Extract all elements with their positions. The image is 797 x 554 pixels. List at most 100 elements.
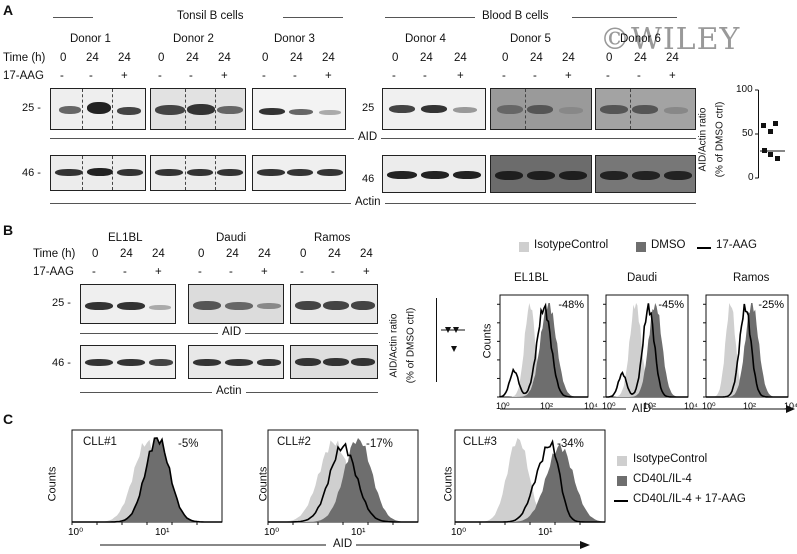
legend-cd40l-aag-swatch (614, 500, 628, 502)
b-drug-1-1: - (229, 266, 233, 278)
mw-46-a: 46 - (22, 167, 41, 179)
blot-actin-ramos (290, 345, 378, 379)
a-drug-2-1: - (293, 70, 297, 82)
hist-b-xtick-0-0: 10⁰ (496, 401, 510, 411)
dot-tick-100-a: 100 (736, 84, 753, 95)
b-drug-2-2: + (363, 266, 370, 278)
a-drug-3-2: + (457, 70, 464, 82)
a-drug-0-1: - (89, 70, 93, 82)
a-drug-2-2: + (325, 70, 332, 82)
blot-actin-donor-5 (490, 155, 592, 193)
time-row-label-b: Time (h) (33, 248, 76, 260)
hist-b-xtick-1-1: 10² (643, 401, 656, 411)
a-drug-3-1: - (423, 70, 427, 82)
hist-c-xtick-0-1: 10¹ (155, 527, 170, 538)
hist-b-xtick-0-2: 10⁴ (584, 401, 598, 411)
b-drug-0-1: - (123, 266, 127, 278)
hist-c-xtick-1-1: 10¹ (351, 527, 366, 538)
mw-46-b: 46 - (52, 357, 71, 369)
mw-25-a: 25 - (22, 102, 41, 114)
dot-plot-a (755, 89, 785, 179)
mw-25-b: 25 - (52, 297, 71, 309)
hist-title-daudi: Daudi (627, 272, 658, 284)
b-drug-1-2: + (261, 266, 268, 278)
a-drug-1-2: + (221, 70, 228, 82)
donor-5-label: Donor 5 (510, 33, 551, 45)
blot-aid-donor-6 (595, 88, 696, 130)
a-time-4-2: 24 (562, 52, 575, 64)
b-drug-1-0: - (198, 266, 202, 278)
a-drug-3-0: - (392, 70, 396, 82)
a-drug-5-2: + (669, 70, 676, 82)
hist-b-xtick-1-2: 10⁴ (684, 401, 698, 411)
cell-line-el1bl: EL1BL (108, 232, 143, 244)
a-drug-1-0: - (158, 70, 162, 82)
tonsil-group-title: Tonsil B cells (177, 10, 244, 22)
blot-aid-donor-2 (150, 88, 246, 130)
blot-aid-donor-3 (252, 88, 346, 130)
c-sample-2: CLL#2 (277, 436, 311, 448)
legend-cd40l-aag: CD40L/IL-4 + 17-AAG (633, 493, 746, 505)
c-pct-2: -17% (366, 438, 393, 450)
a-drug-5-0: - (606, 70, 610, 82)
a-time-2-1: 24 (290, 52, 303, 64)
blot-actin-donor-2 (150, 155, 246, 191)
c-sample-1: CLL#1 (83, 436, 117, 448)
a-time-3-2: 24 (454, 52, 467, 64)
hist-b-xtick-1-0: 10⁰ (602, 401, 616, 411)
a-time-3-0: 0 (392, 52, 399, 64)
hist-c-xtick-2-0: 10⁰ (451, 527, 466, 538)
legend-17aag-swatch (697, 247, 711, 249)
hist-c-2 (454, 429, 606, 523)
dot-plot-b (436, 298, 465, 382)
blot-actin-donor-3 (252, 155, 346, 191)
a-time-0-1: 24 (86, 52, 99, 64)
blot-actin-donor-1 (50, 155, 146, 191)
hist-pct-b-2: -25% (758, 299, 784, 311)
b-time-2-0: 0 (300, 248, 307, 260)
a-drug-2-0: - (262, 70, 266, 82)
donor-4-label: Donor 4 (405, 33, 446, 45)
a-time-5-1: 24 (634, 52, 647, 64)
a-time-0-2: 24 (118, 52, 131, 64)
b-time-1-0: 0 (198, 248, 205, 260)
hist-title-el1bl: EL1BL (514, 272, 549, 284)
drug-row-label-b: 17-AAG (33, 266, 74, 278)
hist-b-xtick-0-1: 10² (540, 401, 553, 411)
legend-dmso-swatch (636, 242, 646, 252)
a-drug-5-1: - (637, 70, 641, 82)
blot-aid-donor-5 (490, 88, 592, 130)
mw-25-a-blood: 25 (362, 102, 375, 114)
b-drug-2-1: - (331, 266, 335, 278)
a-drug-4-2: + (565, 70, 572, 82)
a-time-3-1: 24 (420, 52, 433, 64)
hist-xlabel-b: AID (632, 403, 652, 415)
actin-label-b: Actin (212, 385, 246, 397)
aid-label-a: AID (354, 131, 382, 143)
dot-tick-50-a: 50 (742, 128, 754, 139)
blot-actin-el1bl (80, 345, 176, 379)
b-time-1-1: 24 (226, 248, 239, 260)
a-time-1-0: 0 (158, 52, 165, 64)
legend-isotype-c: IsotypeControl (633, 453, 708, 465)
legend-dmso: DMSO (651, 239, 686, 251)
c-xlabel: AID (333, 538, 353, 550)
blot-actin-donor-6 (595, 155, 696, 193)
c-sample-3: CLL#3 (463, 436, 497, 448)
a-time-2-0: 0 (262, 52, 269, 64)
hist-b-xtick-2-0: 10⁰ (702, 401, 716, 411)
blot-actin-daudi (188, 345, 284, 379)
a-time-4-0: 0 (502, 52, 509, 64)
wiley-watermark: ©WILEY (600, 22, 741, 57)
a-time-4-1: 24 (530, 52, 543, 64)
legend-isotype-b: IsotypeControl (534, 239, 609, 251)
hist-pct-b-1: -45% (658, 299, 684, 311)
a-time-2-2: 24 (322, 52, 335, 64)
a-time-5-2: 24 (666, 52, 679, 64)
blot-aid-donor-4 (382, 88, 486, 130)
b-time-0-2: 24 (152, 248, 165, 260)
